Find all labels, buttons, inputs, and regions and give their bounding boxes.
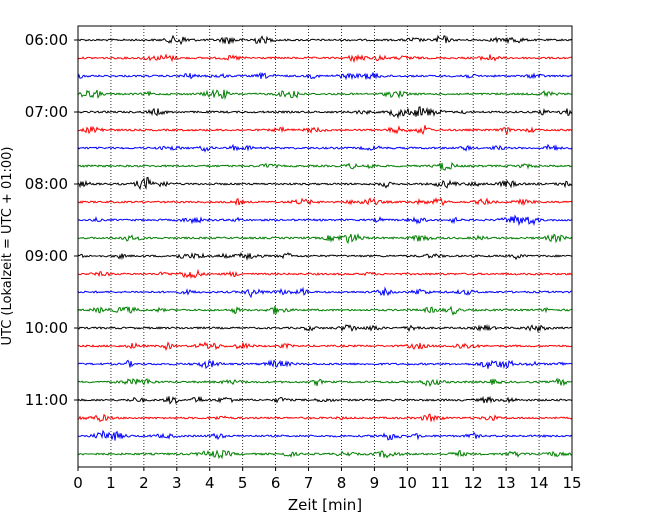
- trace-0615: [77, 53, 573, 64]
- trace-0900: [77, 251, 573, 262]
- trace-0715: [77, 125, 573, 136]
- trace-0730: [77, 143, 573, 153]
- y-tick-label: 09:00: [25, 247, 68, 265]
- trace-0600: [77, 34, 573, 46]
- y-tick-label: 08:00: [25, 175, 68, 193]
- x-tick-label: 6: [271, 474, 281, 492]
- trace-1000: [77, 323, 573, 334]
- x-tick-label: 7: [304, 474, 314, 492]
- y-axis-ticks: 06:00 07:00 08:00 09:00 10:00 11:00: [25, 31, 78, 409]
- trace-0930: [77, 286, 573, 299]
- y-tick-label: 07:00: [25, 103, 68, 121]
- trace-0945: [77, 305, 573, 316]
- y-tick-label: 11:00: [25, 391, 68, 409]
- trace-1130: [77, 429, 573, 441]
- trace-0700: [77, 106, 573, 120]
- trace-1045: [77, 377, 573, 387]
- x-tick-label: 15: [562, 474, 581, 492]
- trace-1015: [77, 341, 573, 352]
- trace-0745: [77, 161, 573, 171]
- x-axis-label: Zeit [min]: [288, 496, 362, 514]
- x-tick-label: 5: [238, 474, 248, 492]
- trace-1030: [77, 359, 573, 370]
- trace-0845: [77, 232, 573, 245]
- trace-1100: [77, 395, 573, 405]
- x-tick-label: 3: [172, 474, 182, 492]
- x-tick-label: 9: [370, 474, 380, 492]
- x-tick-label: 4: [205, 474, 215, 492]
- trace-0915: [77, 268, 573, 280]
- trace-0815: [77, 197, 573, 207]
- trace-0630: [77, 71, 573, 81]
- trace-1115: [77, 413, 573, 423]
- y-tick-label: 10:00: [25, 319, 68, 337]
- x-tick-label: 12: [464, 474, 483, 492]
- x-tick-label: 1: [106, 474, 116, 492]
- x-tick-label: 0: [73, 474, 83, 492]
- trace-1145: [77, 449, 573, 460]
- x-tick-label: 14: [530, 474, 549, 492]
- x-axis-ticks: 0 1 2 3 4 5 6 7 8 9 10 11 12 13 14 15: [73, 467, 582, 492]
- y-axis-label: UTC (Lokalzeit = UTC + 01:00): [0, 147, 15, 346]
- traces: [77, 34, 573, 460]
- x-tick-label: 8: [337, 474, 347, 492]
- x-tick-label: 13: [497, 474, 516, 492]
- x-tick-label: 11: [431, 474, 450, 492]
- x-tick-label: 2: [139, 474, 149, 492]
- plot-frame: [77, 25, 573, 468]
- trace-0800: [77, 176, 573, 191]
- y-tick-label: 06:00: [25, 31, 68, 49]
- x-tick-label: 10: [398, 474, 417, 492]
- trace-0645: [77, 88, 573, 101]
- trace-0830: [77, 214, 573, 227]
